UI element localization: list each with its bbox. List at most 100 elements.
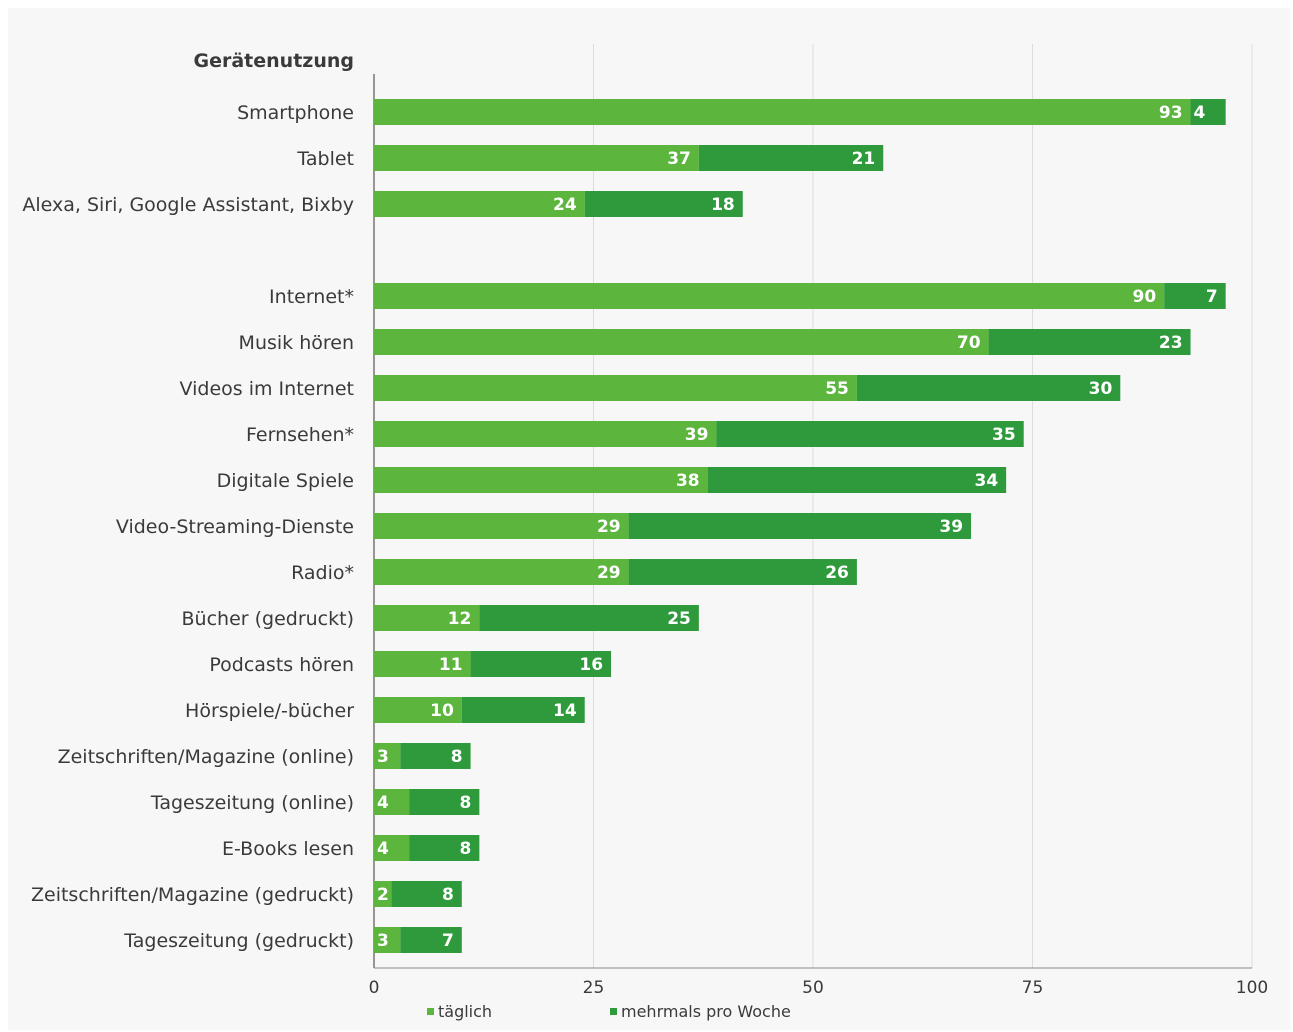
- bar-segment-taeglich: [374, 743, 401, 769]
- bar-value-label: 37: [667, 149, 691, 169]
- category-label: Internet*: [269, 286, 354, 308]
- bar-segment-mehrmals: [716, 421, 1024, 447]
- bar-value-label: 29: [597, 563, 621, 583]
- bar-segment-mehrmals: [707, 467, 1007, 493]
- category-label: Videos im Internet: [180, 378, 354, 400]
- bar-value-label: 30: [1089, 379, 1113, 399]
- bar-segment-taeglich: [374, 789, 410, 815]
- bar-segment-mehrmals: [409, 789, 480, 815]
- bar-value-label: 8: [460, 793, 472, 813]
- bar-segment-taeglich: [374, 467, 708, 493]
- legend-label: mehrmals pro Woche: [621, 1002, 791, 1021]
- bar-value-label: 34: [974, 471, 998, 491]
- category-label: Bücher (gedruckt): [182, 608, 355, 630]
- category-label: Hörspiele/-bücher: [185, 700, 354, 722]
- bar-value-label: 39: [685, 425, 709, 445]
- category-label: Digitale Spiele: [217, 470, 354, 492]
- bar-segment-taeglich: [374, 191, 585, 217]
- category-label: Tageszeitung (online): [150, 792, 354, 814]
- bar-value-label: 7: [1206, 287, 1218, 307]
- bar-value-label: 39: [939, 517, 963, 537]
- bar-value-label: 4: [377, 839, 389, 859]
- bar-segment-mehrmals: [584, 191, 743, 217]
- bar-value-label: 70: [957, 333, 981, 353]
- category-label: Smartphone: [237, 102, 354, 124]
- x-tick-label: 100: [1236, 978, 1268, 998]
- legend-swatch: [610, 1008, 617, 1015]
- bar-value-label: 8: [460, 839, 472, 859]
- bar-value-label: 10: [430, 701, 454, 721]
- bar-segment-taeglich: [374, 697, 462, 723]
- category-label: Podcasts hören: [209, 654, 354, 676]
- bar-value-label: 26: [825, 563, 849, 583]
- bar-segment-taeglich: [374, 559, 629, 585]
- bar-segment-mehrmals: [409, 835, 480, 861]
- category-labels: Gerätenutzung Smartphone Tablet Alexa, Siri…: [22, 50, 354, 952]
- bar-segment-taeglich: [374, 145, 699, 171]
- bar-segment-taeglich: [374, 99, 1191, 125]
- legend-swatch: [427, 1008, 434, 1015]
- bar-segment-taeglich: [374, 421, 717, 447]
- bar-value-label: 29: [597, 517, 621, 537]
- x-axis-ticks: 0 25 50 75 100: [369, 978, 1269, 998]
- bar-value-label: 16: [579, 655, 603, 675]
- category-label: Zeitschriften/Magazine (online): [58, 746, 354, 768]
- gridlines: [373, 44, 1253, 969]
- category-label: Tablet: [296, 148, 354, 170]
- bar-value-label: 55: [825, 379, 849, 399]
- bar-segment-taeglich: [374, 513, 629, 539]
- bar-value-label: 18: [711, 195, 735, 215]
- bar-value-label: 23: [1159, 333, 1183, 353]
- bar-value-label: 21: [852, 149, 876, 169]
- bar-value-label: 8: [451, 747, 463, 767]
- x-tick-label: 0: [369, 978, 380, 998]
- bar-value-label: 7: [442, 931, 454, 951]
- bar-value-label: 38: [676, 471, 700, 491]
- bar-segment-taeglich: [374, 283, 1165, 309]
- bar-segment-taeglich: [374, 375, 857, 401]
- bar-segment-mehrmals: [856, 375, 1121, 401]
- bar-value-label: 4: [1194, 103, 1206, 123]
- x-tick-label: 25: [583, 978, 605, 998]
- bar-value-label: 25: [667, 609, 691, 629]
- bar-segment-mehrmals: [628, 559, 857, 585]
- bar-segment-taeglich: [374, 329, 989, 355]
- bar-value-label: 24: [553, 195, 577, 215]
- category-label: Musik hören: [239, 332, 354, 354]
- bar-segment-mehrmals: [628, 513, 972, 539]
- chart-panel: 93 4 37 21 24 18 90 7 70 23 55 30 39 35 38 34 29 39 29 26 12…: [8, 8, 1290, 1030]
- bar-value-label: 11: [439, 655, 463, 675]
- legend-label: täglich: [438, 1002, 492, 1021]
- category-label: Tageszeitung (gedruckt): [123, 930, 354, 952]
- group-title: Gerätenutzung: [194, 50, 355, 72]
- bar-value-label: 12: [448, 609, 472, 629]
- bar-segment-mehrmals: [391, 881, 462, 907]
- bar-segment-taeglich: [374, 835, 410, 861]
- bar-segment-mehrmals: [1190, 99, 1226, 125]
- bar-value-label: 35: [992, 425, 1016, 445]
- bar-segment-mehrmals: [479, 605, 699, 631]
- bar-segment-mehrmals: [400, 927, 462, 953]
- bar-value-label: 3: [377, 931, 389, 951]
- bar-value-label: 3: [377, 747, 389, 767]
- category-label: Zeitschriften/Magazine (gedruckt): [31, 884, 354, 906]
- bar-segment-taeglich: [374, 651, 471, 677]
- bar-segment-mehrmals: [988, 329, 1191, 355]
- bar-value-label: 90: [1133, 287, 1157, 307]
- bar-value-label: 4: [377, 793, 389, 813]
- category-label: Fernsehen*: [246, 424, 354, 446]
- legend: täglich mehrmals pro Woche: [427, 1002, 791, 1021]
- bar-segment-mehrmals: [698, 145, 884, 171]
- x-tick-label: 75: [1022, 978, 1044, 998]
- bar-value-label: 8: [442, 885, 454, 905]
- category-label: E-Books lesen: [222, 838, 354, 860]
- bar-value-label: 93: [1159, 103, 1183, 123]
- category-label: Video-Streaming-Dienste: [116, 516, 354, 538]
- x-tick-label: 50: [802, 978, 824, 998]
- bar-segment-taeglich: [374, 927, 401, 953]
- bar-segment-taeglich: [374, 881, 392, 907]
- category-label: Radio*: [291, 562, 354, 584]
- bar-value-label: 14: [553, 701, 577, 721]
- bar-value-label: 2: [377, 885, 389, 905]
